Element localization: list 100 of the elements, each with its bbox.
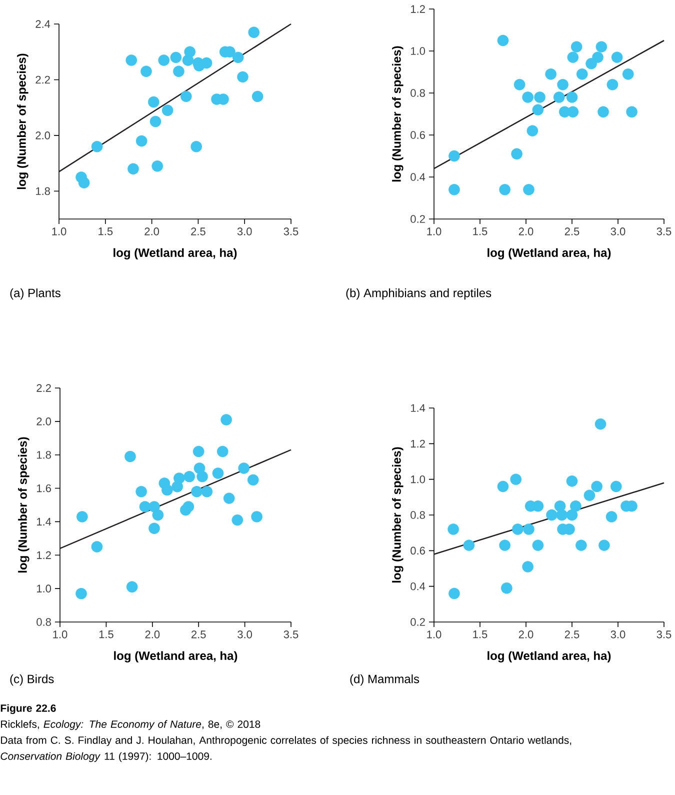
point xyxy=(553,92,565,103)
point xyxy=(610,480,622,492)
y-tick-label: 1.0 xyxy=(411,475,426,484)
point xyxy=(570,41,582,52)
y-tick-label: 0.8 xyxy=(410,89,425,97)
point xyxy=(497,34,509,46)
point xyxy=(182,501,194,512)
y-tick-label: 2.2 xyxy=(36,76,50,84)
y-tick-label: 0.8 xyxy=(36,618,51,626)
y-tick-label: 1.2 xyxy=(411,5,425,13)
x-tick-label: 3.0 xyxy=(237,228,252,236)
point xyxy=(591,480,603,492)
point xyxy=(232,514,244,526)
point xyxy=(201,486,213,498)
x-tick-label: 2.5 xyxy=(191,228,206,236)
point xyxy=(162,484,173,496)
y-tick-label: 0.6 xyxy=(410,546,425,555)
point xyxy=(598,540,610,551)
point xyxy=(606,78,618,90)
y-tick-label: 0.8 xyxy=(410,511,425,519)
y-axis-title: log (Number of species) xyxy=(392,46,404,182)
point xyxy=(448,524,459,535)
y-tick-label: 1.8 xyxy=(36,187,50,196)
x-tick-label: 1.0 xyxy=(427,228,442,236)
x-tick-label: 3.5 xyxy=(656,630,672,638)
y-tick-label: 1.4 xyxy=(411,404,426,412)
point xyxy=(566,509,578,521)
point xyxy=(448,588,460,600)
point xyxy=(556,509,568,521)
point xyxy=(566,475,578,487)
x-axis-title: log (Wetland area, ha) xyxy=(488,651,611,662)
x-tick-label: 2.0 xyxy=(145,630,160,638)
point xyxy=(598,106,609,118)
y-tick-label: 0.2 xyxy=(410,618,425,626)
y-tick-label: 2.2 xyxy=(36,384,51,392)
point xyxy=(626,106,638,118)
point xyxy=(192,446,204,458)
point xyxy=(184,470,196,482)
y-tick-label: 1.6 xyxy=(37,484,51,492)
point xyxy=(136,135,148,147)
point xyxy=(196,470,208,482)
x-tick-label: 2.5 xyxy=(564,630,580,638)
y-tick-label: 1.0 xyxy=(37,584,52,592)
point xyxy=(584,490,596,502)
point xyxy=(448,150,460,162)
point xyxy=(499,540,511,551)
point xyxy=(557,78,568,90)
y-axis-title: log (Number of species) xyxy=(18,437,30,573)
point xyxy=(173,66,184,78)
point xyxy=(91,541,103,552)
point xyxy=(566,92,578,103)
point xyxy=(170,52,182,64)
x-tick-label: 2.5 xyxy=(564,228,580,236)
point xyxy=(567,106,579,118)
point xyxy=(576,68,588,80)
point xyxy=(139,501,151,512)
point xyxy=(546,509,558,521)
point xyxy=(511,148,522,160)
point xyxy=(220,414,232,426)
point xyxy=(522,561,534,572)
point xyxy=(91,140,103,152)
point xyxy=(126,581,138,593)
point xyxy=(232,52,244,64)
point xyxy=(622,68,634,80)
x-tick-label: 1.0 xyxy=(53,630,68,638)
point xyxy=(463,540,475,551)
x-tick-label: 1.5 xyxy=(98,228,113,236)
point xyxy=(501,582,512,594)
text: Ricklefs, Ecology: The Economy of Nature, 8e, © 2018 xyxy=(1,720,260,730)
x-tick-label: 2.0 xyxy=(144,228,160,236)
y-tick-label: 1.8 xyxy=(37,450,51,459)
text: Data from C. S. Findlay and J. Houlahan, Anthropogenic correlates of species richness in southeastern Ontario wetlands, Conservation Biology 11 (1997): 1000–1009. xyxy=(0,736,572,762)
point xyxy=(148,96,160,108)
x-tick-label: 3.0 xyxy=(238,630,252,638)
point xyxy=(152,509,164,521)
x-axis-title: log (Wetland area, ha) xyxy=(114,651,238,662)
point xyxy=(158,54,170,66)
point xyxy=(532,540,544,551)
point xyxy=(248,26,260,38)
point xyxy=(128,163,139,175)
point xyxy=(223,492,235,504)
point xyxy=(191,486,202,498)
x-axis-title: log (Wetland area, ha) xyxy=(114,248,237,260)
point xyxy=(510,474,522,485)
point xyxy=(523,184,534,196)
x-tick-label: 2.0 xyxy=(518,228,534,236)
point xyxy=(592,52,604,63)
x-tick-label: 3.5 xyxy=(284,228,298,236)
y-tick-label: 2.0 xyxy=(36,132,50,140)
point xyxy=(532,104,544,116)
point xyxy=(252,90,264,102)
point xyxy=(238,462,250,474)
point xyxy=(596,41,608,52)
point xyxy=(611,52,623,63)
point xyxy=(190,140,202,152)
x-tick-label: 3.0 xyxy=(610,228,626,236)
x-tick-label: 1.0 xyxy=(52,228,66,236)
y-tick-label: 2.0 xyxy=(36,418,52,426)
y-tick-label: 1.2 xyxy=(411,440,425,448)
text: (c) Birds xyxy=(10,674,54,686)
